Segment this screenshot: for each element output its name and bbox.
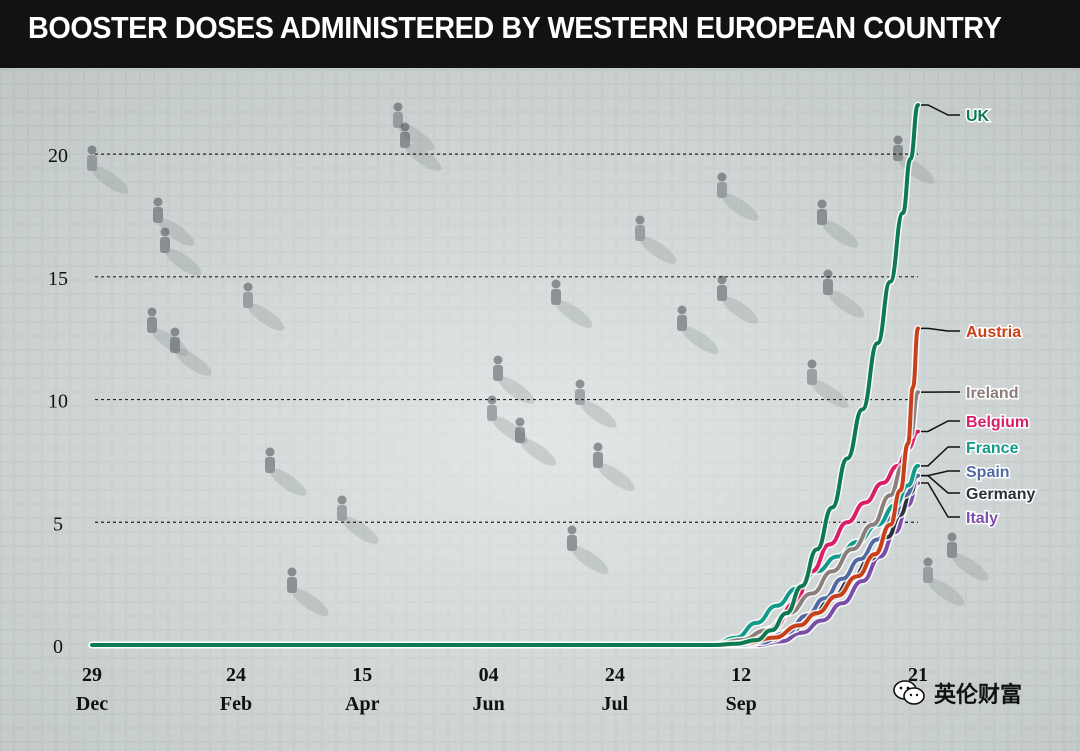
series-label: Spain <box>966 464 1010 481</box>
x-tick-month: Dec <box>76 693 108 715</box>
x-tick-labels: 29 Dec 24 Feb 15 Apr 04 Jun 24 Jul 12 Sep 21 <box>76 664 928 715</box>
label-leader-line <box>921 420 960 433</box>
y-tick-label: 15 <box>48 268 68 290</box>
pedestrian-silhouette <box>551 279 593 328</box>
pedestrian-silhouettes <box>87 102 989 616</box>
pedestrian-silhouette <box>677 305 719 354</box>
series-label: Austria <box>966 324 1021 341</box>
pedestrian-silhouette <box>575 379 617 428</box>
pedestrian-silhouette <box>567 525 609 574</box>
series-label: Belgium <box>966 414 1029 431</box>
series-lines <box>88 101 922 649</box>
x-tick-day: 12 <box>731 664 751 686</box>
watermark-text: 英伦财富 <box>934 683 1023 708</box>
pedestrian-silhouette <box>635 215 677 264</box>
pedestrian-silhouette <box>287 567 329 616</box>
x-tick-day: 21 <box>908 664 928 686</box>
pedestrian-silhouette <box>153 197 195 246</box>
pedestrian-silhouette <box>243 282 285 331</box>
pedestrian-silhouette <box>923 557 965 606</box>
x-tick-month: Apr <box>345 693 380 715</box>
watermark: 英伦财富 <box>892 676 1022 710</box>
pedestrian-silhouette <box>337 495 379 544</box>
x-tick-day: 04 <box>479 664 499 686</box>
x-tick-day: 15 <box>352 664 372 686</box>
series-label: UK <box>966 108 990 125</box>
pedestrian-silhouette <box>823 269 865 318</box>
series-label: Ireland <box>966 385 1018 402</box>
series-label: Italy <box>966 510 998 527</box>
pedestrian-silhouette <box>515 417 557 466</box>
y-tick-labels: 0 5 10 15 20 <box>48 145 68 658</box>
label-leader-line <box>921 104 960 116</box>
x-tick-month: Feb <box>220 693 252 715</box>
pedestrian-silhouette <box>593 442 635 491</box>
label-leader-line <box>921 327 960 332</box>
title-bar: BOOSTER DOSES ADMINISTERED BY WESTERN EU… <box>0 0 1080 68</box>
x-tick-month: Jun <box>472 693 504 715</box>
y-tick-label: 5 <box>53 513 63 535</box>
chart-title: BOOSTER DOSES ADMINISTERED BY WESTERN EU… <box>28 10 1002 45</box>
x-tick-day: 24 <box>605 664 625 686</box>
y-tick-label: 10 <box>48 391 68 413</box>
x-tick-month: Sep <box>726 693 757 715</box>
wechat-icon <box>893 680 925 705</box>
pedestrian-silhouette <box>817 199 859 248</box>
pedestrian-silhouette <box>717 275 759 324</box>
pedestrian-silhouette <box>717 172 759 221</box>
pedestrian-silhouette <box>87 145 129 194</box>
series-labels: UK Austria Ireland Belgium France Spain German… <box>921 104 1037 529</box>
pedestrian-silhouette <box>160 227 202 276</box>
series-line-uk <box>90 103 920 648</box>
pedestrian-silhouette <box>807 359 849 408</box>
pedestrian-silhouette <box>947 532 989 581</box>
x-tick-day: 29 <box>82 664 102 686</box>
label-leader-line <box>921 474 960 494</box>
label-leader-line <box>921 482 960 518</box>
pedestrian-silhouette <box>493 355 535 404</box>
y-tick-label: 0 <box>53 636 63 658</box>
x-tick-day: 24 <box>226 664 246 686</box>
x-tick-month: Jul <box>602 693 629 715</box>
tile-texture <box>0 68 1080 751</box>
pedestrian-silhouette <box>265 447 307 496</box>
pedestrian-silhouette <box>400 122 442 171</box>
pedestrian-silhouette <box>170 327 212 376</box>
gridlines <box>95 153 918 523</box>
series-label: France <box>966 440 1019 457</box>
label-leader-line <box>921 446 960 467</box>
series-label: Germany <box>966 486 1035 503</box>
y-tick-label: 20 <box>48 145 68 167</box>
